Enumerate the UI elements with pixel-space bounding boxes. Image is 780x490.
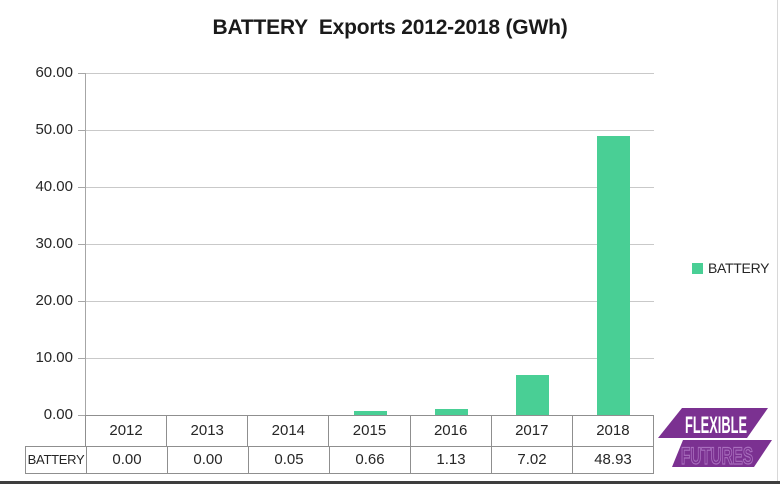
gridline: [86, 73, 654, 74]
logo-bottom-banner-shape: [672, 440, 772, 467]
data-table-row-header: BATTERY: [26, 447, 87, 473]
y-axis-tick-label: 10.00: [35, 349, 73, 366]
value-cell: 0.00: [168, 447, 249, 473]
y-axis-tick-label: 60.00: [35, 64, 73, 81]
y-axis-tick: [78, 187, 85, 188]
legend-label: BATTERY: [708, 260, 770, 276]
logo-top-banner-shape: [658, 408, 768, 438]
year-cell: 2012: [86, 416, 168, 446]
gridline: [86, 187, 654, 188]
category-axis-table-row: 2012 2013 2014 2015 2016 2017 2018: [85, 415, 654, 446]
year-cell: 2013: [167, 416, 249, 446]
flexible-futures-logo: FLEXIBLE FUTURES: [658, 408, 772, 470]
right-border-edge: [777, 0, 778, 481]
year-cell: 2016: [411, 416, 492, 446]
value-cell: 0.00: [87, 447, 168, 473]
value-cell: 0.66: [330, 447, 411, 473]
logo-text-flexible: FLEXIBLE: [685, 412, 747, 439]
y-axis-tick: [78, 301, 85, 302]
legend: BATTERY: [692, 260, 769, 276]
year-cell: 2015: [329, 416, 411, 446]
plot-area: [85, 73, 654, 416]
gridline: [86, 301, 654, 302]
legend-swatch-icon: [692, 262, 703, 274]
bottom-border-rule: [0, 481, 780, 484]
y-axis-tick: [78, 130, 85, 131]
value-cell: 1.13: [411, 447, 492, 473]
y-axis-tick: [78, 358, 85, 359]
y-axis-tick-label: 0.00: [43, 406, 73, 423]
value-cell: 48.93: [594, 451, 632, 468]
year-cell: 2014: [248, 416, 330, 446]
y-axis-tick-label: 20.00: [35, 292, 73, 309]
gridline: [86, 130, 654, 131]
value-cell: 0.05: [249, 447, 330, 473]
bar-2018: [596, 136, 630, 415]
y-axis-tick: [78, 415, 85, 416]
year-cell: 2018: [596, 422, 630, 439]
y-axis-tick: [78, 244, 85, 245]
y-axis-tick-label: 40.00: [35, 178, 73, 195]
y-axis-tick-label: 30.00: [35, 235, 73, 252]
bar-2016: [434, 408, 468, 415]
y-axis-tick: [78, 73, 85, 74]
chart-title: BATTERY Exports 2012-2018 (GWh): [212, 16, 568, 39]
y-axis-tick-label: 50.00: [35, 121, 73, 138]
data-table-values-row: BATTERY 0.00 0.00 0.05 0.66 1.13 7.02 48.93: [25, 446, 654, 474]
bar-2015: [353, 411, 387, 415]
value-cell: 7.02: [492, 447, 573, 473]
year-cell: 2017: [492, 416, 573, 446]
gridline: [86, 358, 654, 359]
bar-2017: [515, 375, 549, 415]
gridline: [86, 244, 654, 245]
logo-text-futures: FUTURES: [681, 443, 753, 470]
